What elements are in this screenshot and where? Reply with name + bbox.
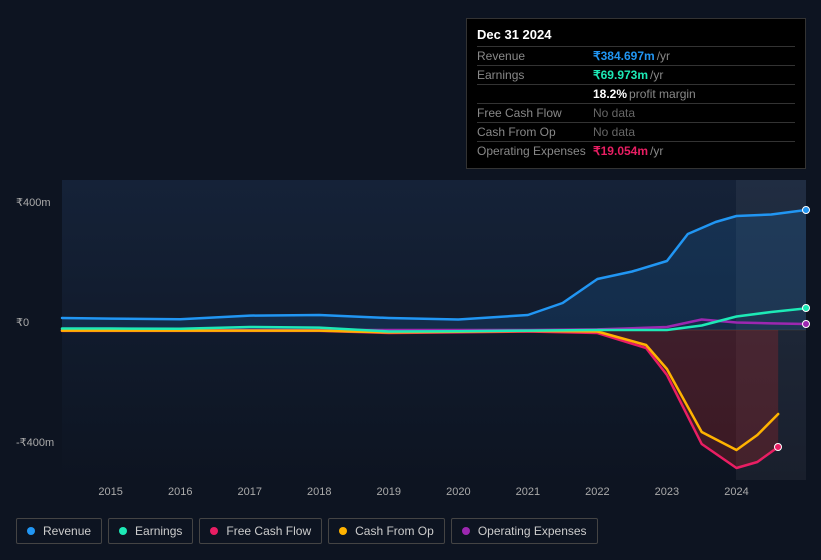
tooltip-row-label: Operating Expenses (477, 144, 593, 158)
legend-label: Free Cash Flow (226, 524, 311, 538)
series-end-marker (774, 443, 782, 451)
tooltip-row: Operating Expenses₹19.054m/yr (477, 141, 795, 160)
x-axis-label: 2020 (446, 486, 470, 498)
tooltip-row-label (477, 87, 593, 101)
x-axis-label: 2022 (585, 486, 609, 498)
tooltip-row-value: 18.2%profit margin (593, 87, 795, 101)
legend-item-fcf[interactable]: Free Cash Flow (199, 518, 322, 544)
series-end-marker (802, 206, 810, 214)
tooltip-date: Dec 31 2024 (477, 27, 795, 42)
legend-item-revenue[interactable]: Revenue (16, 518, 102, 544)
tooltip-row: Cash From OpNo data (477, 122, 795, 141)
x-axis-label: 2015 (98, 486, 122, 498)
legend-dot-icon (339, 527, 347, 535)
tooltip-row: Earnings₹69.973m/yr (477, 65, 795, 84)
tooltip-row: Free Cash FlowNo data (477, 103, 795, 122)
y-axis-label: -₹400m (16, 436, 54, 449)
legend-label: Cash From Op (355, 524, 434, 538)
tooltip-row-value: ₹69.973m/yr (593, 68, 795, 82)
x-axis-label: 2021 (516, 486, 540, 498)
legend-item-opex[interactable]: Operating Expenses (451, 518, 598, 544)
legend-dot-icon (119, 527, 127, 535)
chart-tooltip: Dec 31 2024 Revenue₹384.697m/yrEarnings₹… (466, 18, 806, 169)
y-axis-label: ₹0 (16, 316, 29, 329)
series-end-marker (802, 320, 810, 328)
legend-item-earnings[interactable]: Earnings (108, 518, 193, 544)
chart-legend: Revenue Earnings Free Cash Flow Cash From O… (16, 518, 598, 544)
tooltip-row-label: Earnings (477, 68, 593, 82)
legend-dot-icon (27, 527, 35, 535)
tooltip-row-label: Cash From Op (477, 125, 593, 139)
x-axis-label: 2016 (168, 486, 192, 498)
tooltip-row: 18.2%profit margin (477, 84, 795, 103)
legend-dot-icon (462, 527, 470, 535)
tooltip-row-value: ₹19.054m/yr (593, 144, 795, 158)
legend-item-cashop[interactable]: Cash From Op (328, 518, 445, 544)
x-axis-label: 2023 (655, 486, 679, 498)
tooltip-row-label: Revenue (477, 49, 593, 63)
x-axis-label: 2019 (377, 486, 401, 498)
tooltip-row-value: No data (593, 106, 795, 120)
x-axis-label: 2018 (307, 486, 331, 498)
tooltip-row-value: ₹384.697m/yr (593, 49, 795, 63)
y-axis-label: ₹400m (16, 196, 51, 209)
legend-dot-icon (210, 527, 218, 535)
x-axis-label: 2024 (724, 486, 748, 498)
tooltip-row-label: Free Cash Flow (477, 106, 593, 120)
legend-label: Earnings (135, 524, 182, 538)
x-axis-label: 2017 (237, 486, 261, 498)
legend-label: Operating Expenses (478, 524, 587, 538)
financials-chart[interactable]: ₹400m ₹0 -₹400m 2015 2016 2017 2018 2019 2020 20… (16, 155, 806, 540)
tooltip-row: Revenue₹384.697m/yr (477, 46, 795, 65)
tooltip-row-value: No data (593, 125, 795, 139)
series-end-marker (802, 304, 810, 312)
legend-label: Revenue (43, 524, 91, 538)
